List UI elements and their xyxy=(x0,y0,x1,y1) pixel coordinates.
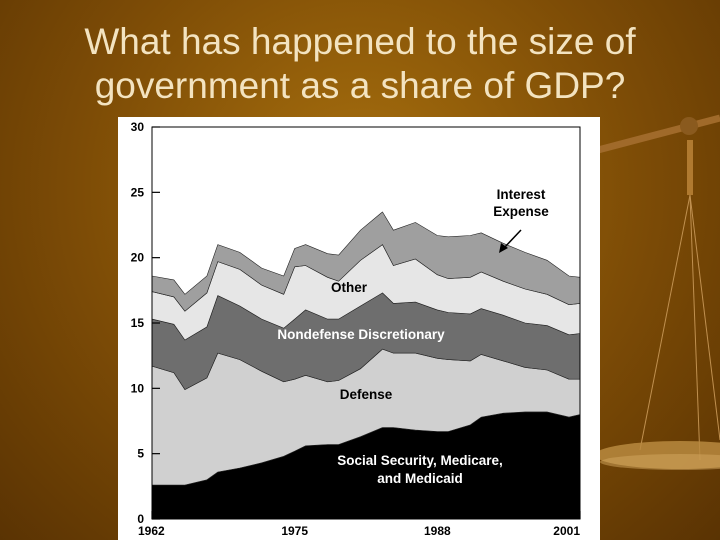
series-labels: Interest Expense Other Nondefense Discretio… xyxy=(277,187,549,486)
interest-arrow xyxy=(499,229,522,253)
area-chart: 0 5 10 15 20 25 30 1962 1975 1988 2001 Interest Exp… xyxy=(131,120,581,538)
y-tick-label: 20 xyxy=(131,251,145,265)
label-interest-line-2: Expense xyxy=(493,204,549,219)
label-social-security-line-1: Social Security, Medicare, xyxy=(337,453,503,468)
x-tick-label: 1975 xyxy=(281,524,308,538)
chart-panel: 0 5 10 15 20 25 30 1962 1975 1988 2001 Interest Exp… xyxy=(118,117,600,540)
label-defense: Defense xyxy=(340,387,393,402)
y-tick-label: 10 xyxy=(131,381,145,395)
y-tick-label: 5 xyxy=(137,447,144,461)
label-social-security-line-2: and Medicaid xyxy=(377,471,463,486)
x-tick-label: 1988 xyxy=(424,524,451,538)
x-tick-label: 2001 xyxy=(553,524,580,538)
slide-title-line-1: What has happened to the size of xyxy=(84,21,636,62)
label-interest-line-1: Interest xyxy=(497,187,546,202)
label-other: Other xyxy=(331,280,368,295)
y-tick-label: 30 xyxy=(131,120,145,134)
label-nondefense: Nondefense Discretionary xyxy=(277,327,445,342)
y-tick-label: 0 xyxy=(137,512,144,526)
area-layers xyxy=(151,211,581,520)
slide-title-line-2: government as a share of GDP? xyxy=(94,65,626,106)
x-tick-label: 1962 xyxy=(138,524,165,538)
slide-title: What has happened to the size of governm… xyxy=(0,20,720,108)
axis-ticks: 0 5 10 15 20 25 30 1962 1975 1988 2001 xyxy=(131,120,581,538)
y-tick-label: 15 xyxy=(131,316,145,330)
y-tick-label: 25 xyxy=(131,185,145,199)
